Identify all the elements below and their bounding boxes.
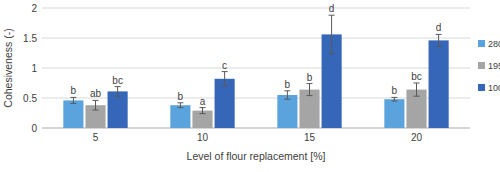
significance-letter: ab (90, 88, 102, 99)
grid-line (42, 8, 470, 9)
error-line (202, 108, 203, 114)
error-cap (414, 96, 420, 97)
error-cap (391, 101, 397, 102)
x-tick-label: 20 (411, 132, 423, 143)
bar (63, 100, 83, 128)
error-line (309, 84, 310, 96)
error-line (438, 34, 439, 46)
bar (192, 111, 212, 128)
legend: 280 195 100 (478, 39, 500, 93)
bar (299, 90, 319, 128)
error-bar (115, 87, 121, 97)
x-axis-line (42, 128, 470, 129)
y-axis-title: Cohesiveness (-) (2, 28, 14, 107)
significance-letter: d (329, 3, 335, 14)
error-line (224, 72, 225, 86)
error-cap (307, 95, 313, 96)
error-cap (200, 113, 206, 114)
bar (215, 79, 235, 128)
error-line (117, 87, 118, 97)
legend-swatch (478, 84, 485, 91)
error-cap (284, 90, 290, 91)
y-tick-label: 1.5 (23, 33, 37, 44)
error-cap (70, 97, 76, 98)
error-cap (329, 53, 335, 54)
bar (170, 105, 190, 128)
x-tick-label: 15 (304, 132, 316, 143)
error-cap (93, 100, 99, 101)
significance-letter: c (222, 60, 227, 71)
error-cap (307, 83, 313, 84)
error-bar (329, 15, 335, 53)
grid-line (42, 98, 470, 99)
letters: babbcbacbbdbbcd (71, 3, 442, 106)
error-bar (307, 84, 313, 96)
significance-letter: a (200, 96, 206, 107)
error-cap (222, 86, 228, 87)
bar (108, 91, 128, 128)
chart-svg: 00.511.52babbcbacbbdbbcd5101520Level of … (0, 0, 500, 172)
y-tick-label: 2 (31, 3, 37, 14)
error-bar (200, 108, 206, 114)
significance-letter: bc (112, 75, 123, 86)
error-line (95, 100, 96, 110)
bars (63, 15, 448, 128)
bar (429, 40, 449, 128)
significance-letter: b (392, 85, 398, 96)
error-cap (177, 102, 183, 103)
x-tick-label: 10 (197, 132, 209, 143)
x-axis-title: Level of flour replacement [%] (187, 150, 326, 162)
error-cap (329, 15, 335, 16)
error-cap (177, 107, 183, 108)
error-cap (414, 83, 420, 84)
bar (277, 95, 297, 128)
error-cap (200, 107, 206, 108)
significance-letter: b (307, 72, 313, 83)
y-tick-label: 1 (31, 63, 37, 74)
error-cap (115, 86, 121, 87)
error-line (394, 97, 395, 101)
y-tick-label: 0 (31, 123, 37, 134)
error-cap (222, 71, 228, 72)
error-cap (70, 103, 76, 104)
error-line (73, 97, 74, 103)
error-cap (391, 97, 397, 98)
significance-letter: d (436, 22, 442, 33)
legend-label: 280 (488, 39, 500, 49)
error-line (180, 103, 181, 108)
grid-line (42, 68, 470, 69)
error-bar (177, 103, 183, 108)
error-bar (222, 72, 228, 86)
error-cap (436, 46, 442, 47)
error-bar (93, 100, 99, 110)
error-cap (93, 110, 99, 111)
legend-swatch (478, 62, 485, 69)
error-bar (436, 34, 442, 46)
bar (384, 99, 404, 128)
significance-letter: b (178, 91, 184, 102)
legend-swatch (478, 40, 485, 47)
y-tick-label: 0.5 (23, 93, 37, 104)
significance-letter: bc (411, 71, 422, 82)
x-tick-label: 5 (93, 132, 99, 143)
error-bar (391, 97, 397, 101)
error-line (331, 15, 332, 53)
legend-label: 100 (488, 83, 500, 93)
error-line (287, 91, 288, 99)
error-bar (284, 91, 290, 99)
error-bar (70, 97, 76, 103)
error-cap (436, 34, 442, 35)
legend-label: 195 (488, 61, 500, 71)
error-bar (414, 83, 420, 96)
significance-letter: b (71, 85, 77, 96)
grid-line (42, 38, 470, 39)
error-line (416, 83, 417, 96)
significance-letter: b (285, 79, 291, 90)
grid-line (42, 128, 470, 129)
chart-container: 00.511.52babbcbacbbdbbcd5101520Level of … (0, 0, 500, 172)
error-cap (115, 96, 121, 97)
error-cap (284, 99, 290, 100)
